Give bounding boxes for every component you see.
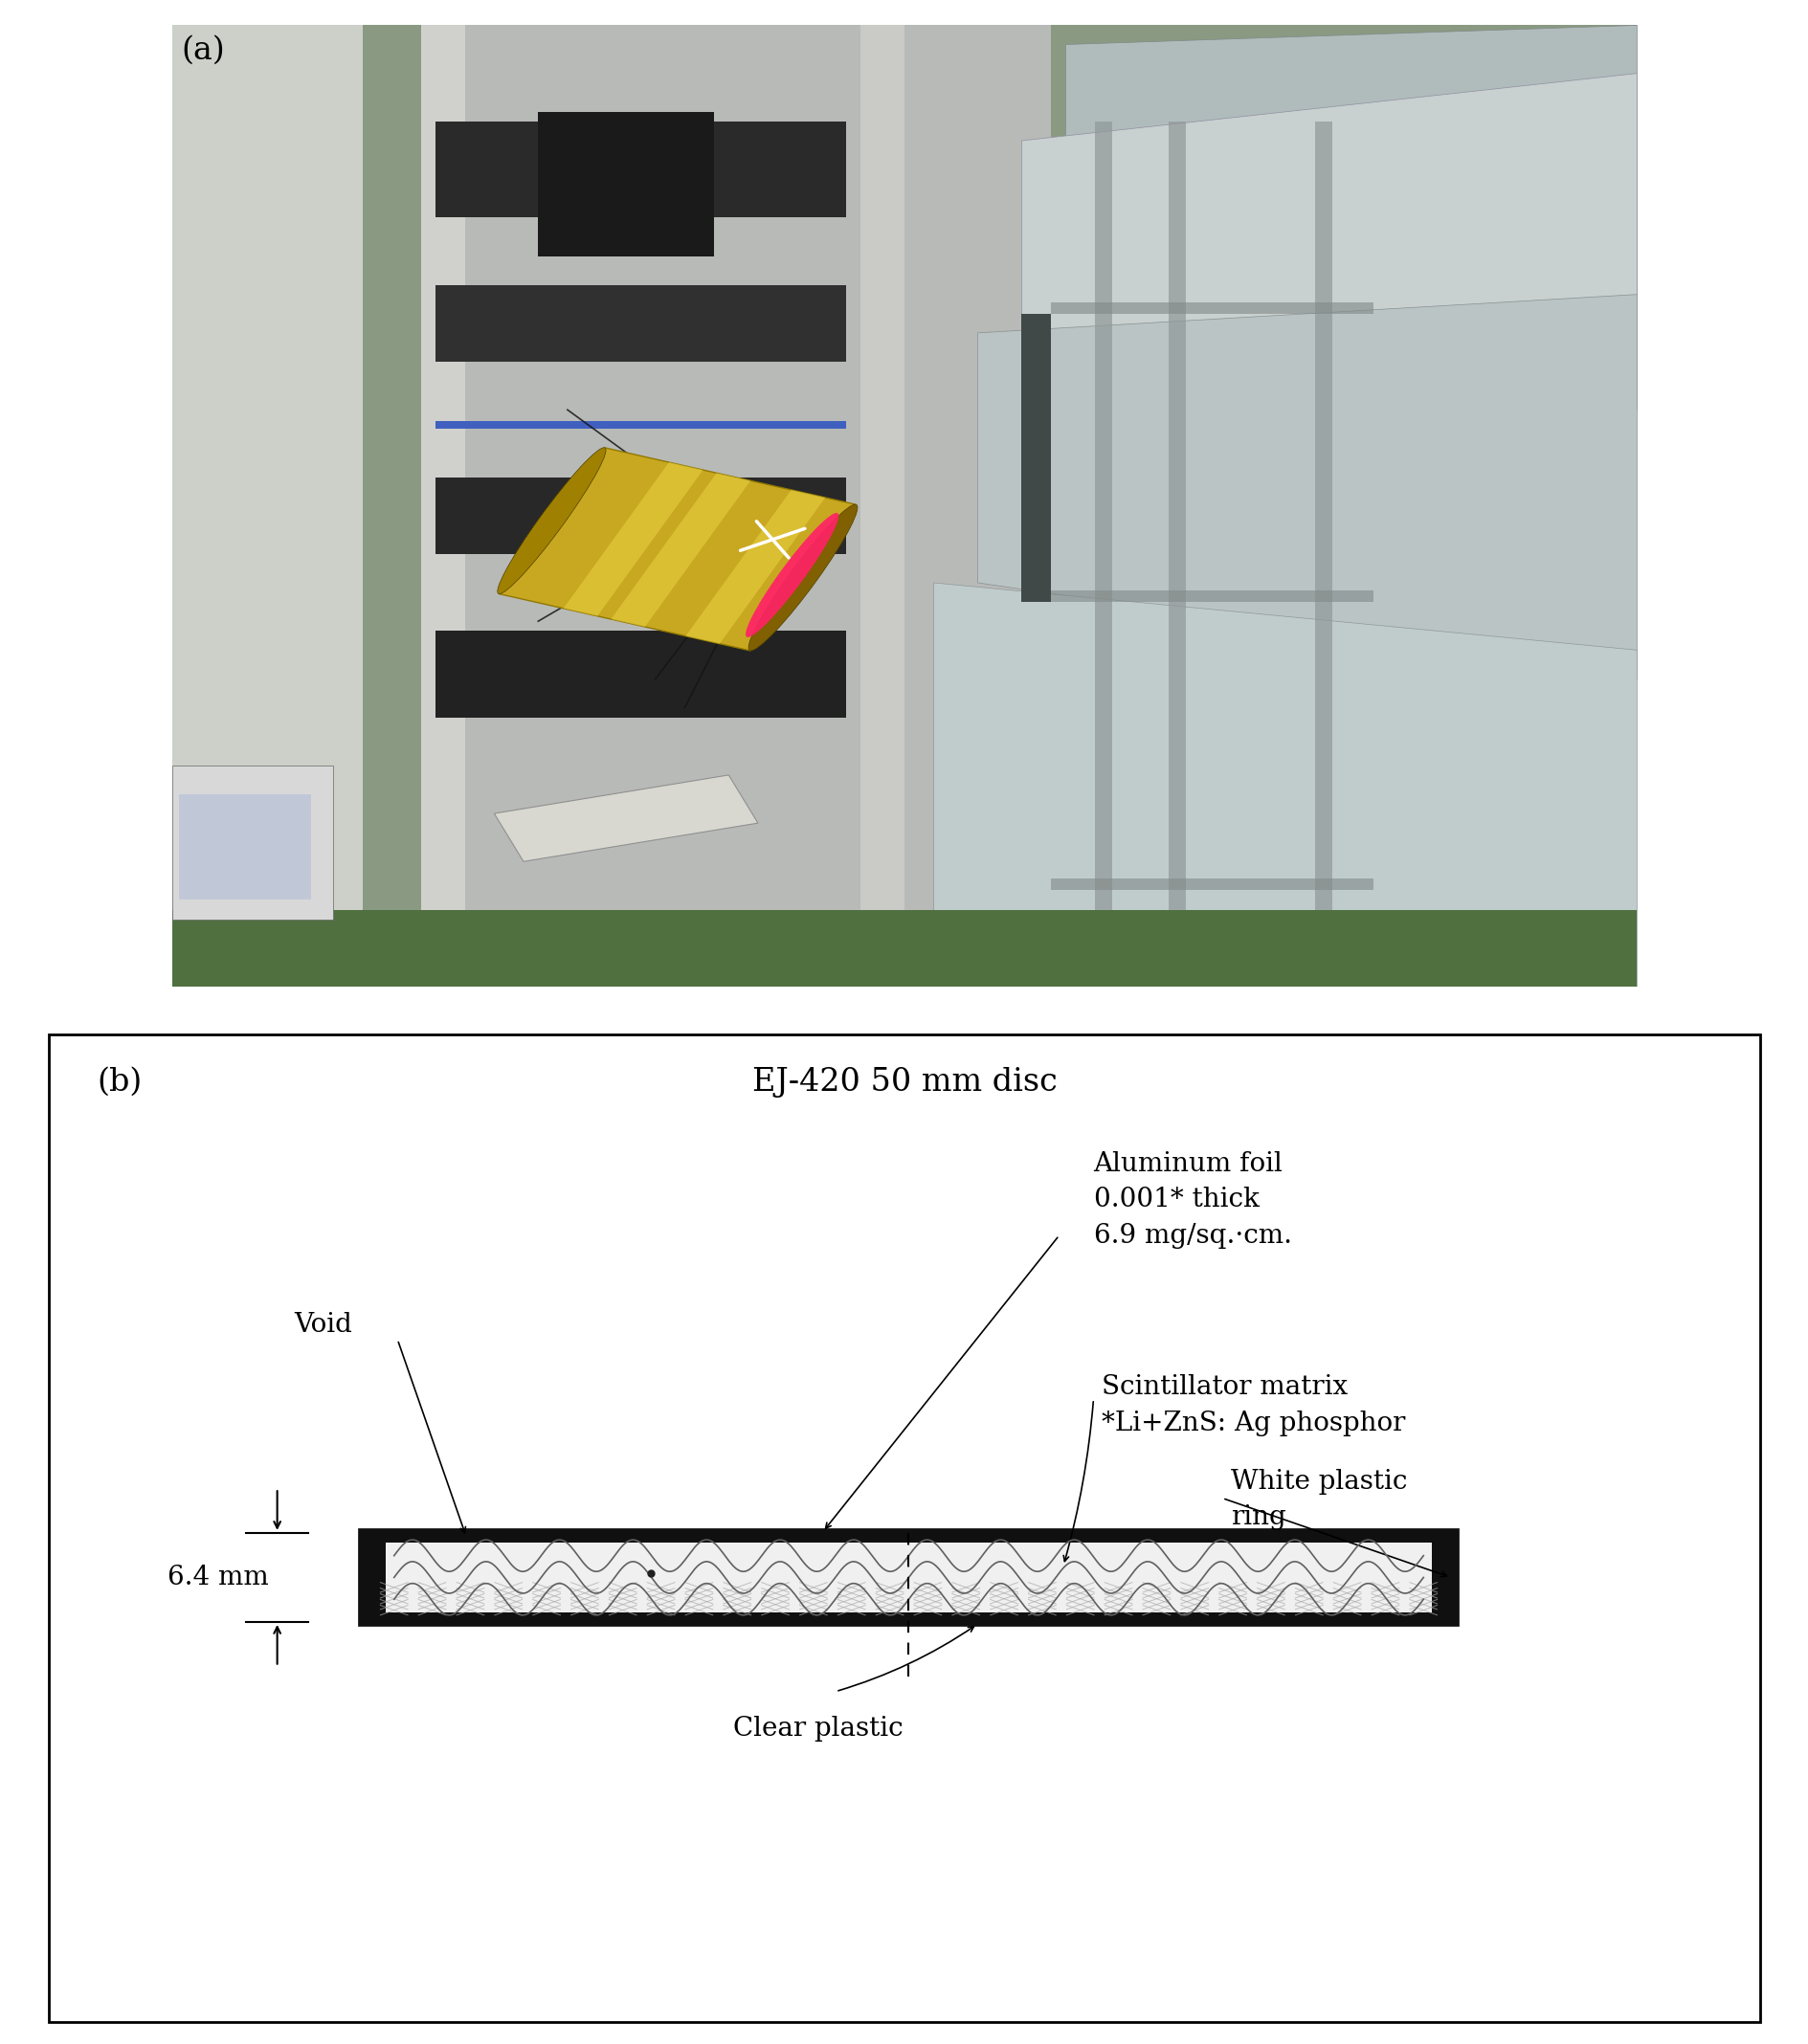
- Polygon shape: [1022, 74, 1636, 409]
- Bar: [1022, 313, 1050, 603]
- Bar: [172, 25, 362, 987]
- Text: White plastic
ring: White plastic ring: [1229, 1468, 1407, 1531]
- Bar: [436, 284, 846, 362]
- Bar: [363, 1533, 1454, 1623]
- Bar: [436, 632, 846, 717]
- Text: Void: Void: [295, 1312, 353, 1337]
- Bar: [861, 25, 904, 987]
- Ellipse shape: [497, 448, 606, 595]
- Bar: [385, 1543, 1432, 1613]
- Text: Scintillator matrix
*Li+ZnS: Ag phosphor: Scintillator matrix *Li+ZnS: Ag phosphor: [1101, 1374, 1405, 1437]
- Bar: [539, 112, 714, 256]
- Bar: [1314, 121, 1332, 938]
- Polygon shape: [494, 775, 758, 861]
- Polygon shape: [1065, 25, 1636, 294]
- Bar: [1050, 591, 1372, 603]
- Bar: [172, 910, 1636, 987]
- Bar: [436, 476, 846, 554]
- Bar: [499, 448, 855, 650]
- Text: EJ-420 50 mm disc: EJ-420 50 mm disc: [752, 1067, 1056, 1098]
- Bar: [436, 421, 846, 429]
- Bar: [172, 25, 1636, 987]
- Text: Aluminum foil
0.001* thick
6.9 mg/sq.·cm.: Aluminum foil 0.001* thick 6.9 mg/sq.·cm…: [1092, 1151, 1291, 1249]
- Text: Clear plastic: Clear plastic: [734, 1717, 902, 1741]
- Bar: [1168, 121, 1186, 938]
- Polygon shape: [978, 294, 1636, 679]
- Bar: [436, 121, 846, 217]
- Bar: [611, 472, 750, 628]
- Polygon shape: [933, 583, 1636, 987]
- Bar: [1050, 879, 1372, 891]
- Text: 6.4 mm: 6.4 mm: [168, 1564, 268, 1590]
- Bar: [1094, 121, 1112, 938]
- Ellipse shape: [745, 513, 839, 638]
- Bar: [1050, 303, 1372, 313]
- Bar: [685, 491, 824, 644]
- Text: (b): (b): [98, 1067, 143, 1098]
- Bar: [421, 25, 465, 987]
- Bar: [421, 25, 1050, 987]
- Ellipse shape: [749, 505, 857, 650]
- Text: (a): (a): [181, 35, 224, 65]
- Bar: [172, 764, 333, 920]
- Bar: [562, 462, 703, 615]
- Bar: [179, 795, 311, 899]
